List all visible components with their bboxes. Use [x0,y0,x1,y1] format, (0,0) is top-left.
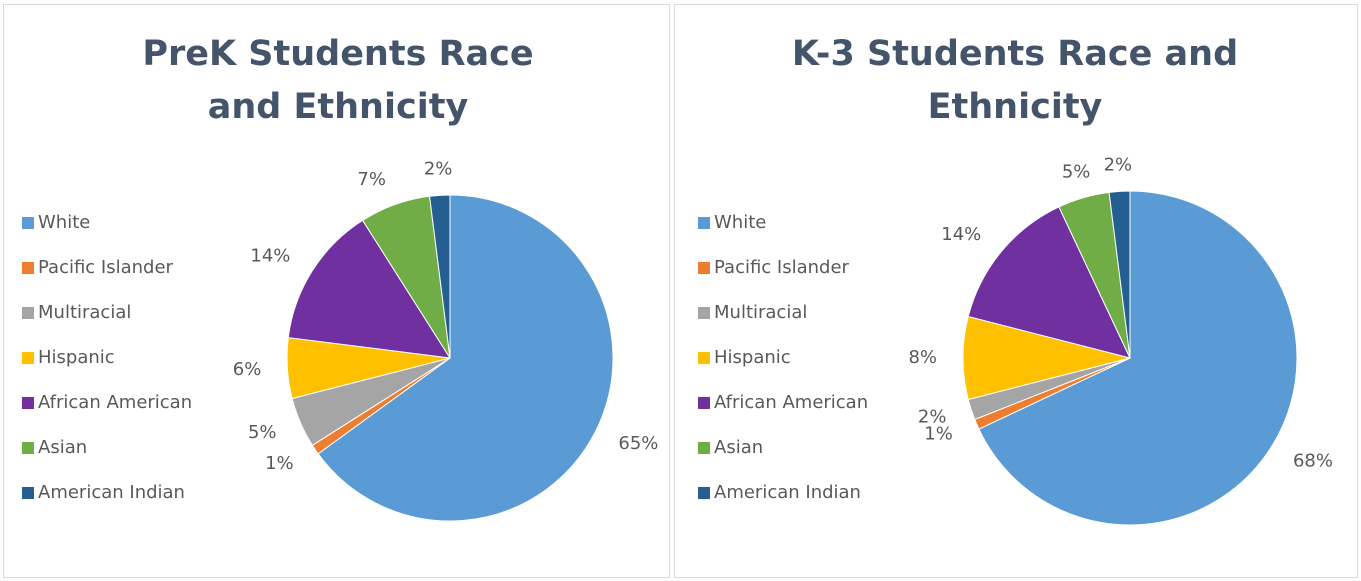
data-label: 5% [1062,162,1091,183]
legend-swatch [698,307,710,319]
legend-swatch [698,487,710,499]
legend-label: Multiracial [38,302,131,323]
legend-label: African American [38,392,192,413]
chart-title: K-3 Students Race and Ethnicity [791,34,1239,127]
data-label: 2% [918,407,947,428]
legend-swatch [22,262,34,274]
legend-label: Asian [714,437,763,458]
data-label: 6% [233,359,262,380]
pie-slice [317,194,614,522]
chart-panel [674,4,1358,578]
data-label: 14% [941,224,981,245]
data-label: 5% [248,422,277,443]
data-label: 1% [924,424,953,445]
data-label: 2% [1104,154,1133,175]
legend-swatch [22,352,34,364]
legend-swatch [698,397,710,409]
data-label: 68% [1293,450,1333,471]
legend-swatch [22,442,34,454]
pie-slice [978,190,1298,526]
data-label: 1% [265,453,294,474]
data-label: 14% [250,246,290,267]
legend-label: Pacific Islander [38,257,174,278]
data-label: 65% [618,433,658,454]
legend-label: Pacific Islander [714,257,850,278]
legend-label: American Indian [38,482,185,503]
pie-slice [287,219,451,359]
legend-swatch [698,442,710,454]
legend-swatch [22,217,34,229]
data-label: 8% [908,347,937,368]
legend-label: American Indian [714,482,861,503]
pie-slice [429,194,451,359]
legend-swatch [22,397,34,409]
legend-label: Multiracial [714,302,807,323]
legend-swatch [698,352,710,364]
chart-title: PreK Students Race and Ethnicity [142,34,534,127]
legend-swatch [22,307,34,319]
legend-swatch [698,217,710,229]
chart-panel [3,4,670,578]
legend-label: Hispanic [38,347,115,368]
legend-label: Asian [38,437,87,458]
pie-slice [967,206,1131,359]
legend-label: White [38,212,90,233]
data-label: 7% [357,169,386,190]
pie-slice [1108,190,1131,359]
legend-swatch [22,487,34,499]
legend-label: African American [714,392,868,413]
data-label: 2% [424,158,453,179]
legend-swatch [698,262,710,274]
legend-label: Hispanic [714,347,791,368]
legend-label: White [714,212,766,233]
